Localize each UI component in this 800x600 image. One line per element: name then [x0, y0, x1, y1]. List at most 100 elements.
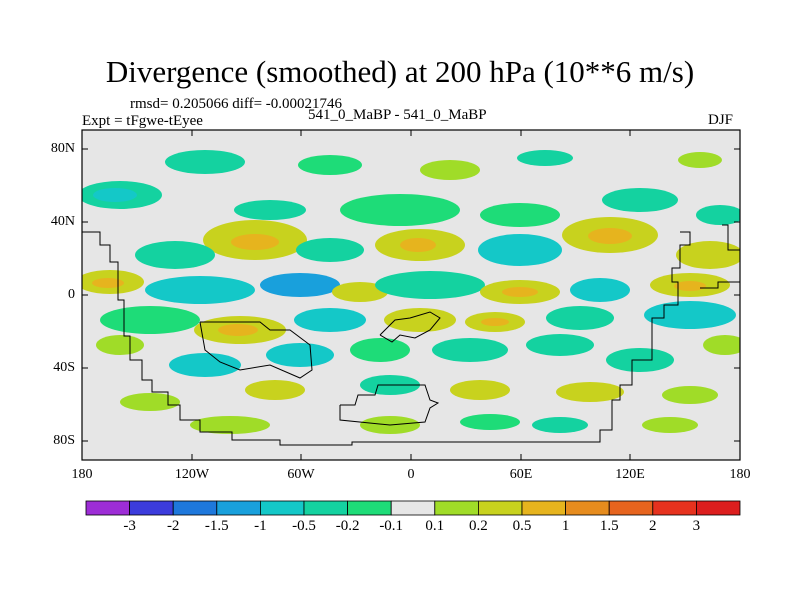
field-blob: [96, 335, 144, 355]
field-blob: [676, 241, 740, 269]
coastline: [722, 224, 740, 251]
field-blob: [432, 338, 508, 362]
x-tick-label: 120E: [615, 467, 645, 482]
field-blob: [340, 194, 460, 226]
field-blob: [502, 287, 538, 297]
x-tick-label: 60W: [287, 467, 315, 482]
case-label: 541_0_MaBP - 541_0_MaBP: [308, 107, 487, 123]
y-tick-label: 40S: [53, 360, 75, 375]
field-blob: [662, 386, 718, 404]
field-blob: [100, 306, 200, 334]
colorbar-swatch: [652, 500, 697, 516]
field-blob: [298, 155, 362, 175]
colorbar-swatch: [303, 500, 348, 516]
field-blob: [375, 271, 485, 299]
colorbar-swatch: [129, 500, 174, 516]
field-blob: [570, 278, 630, 302]
colorbar-swatch: [216, 500, 261, 516]
field-blob: [218, 324, 258, 336]
field-blob: [400, 238, 436, 252]
field-blob: [169, 353, 241, 377]
colorbar-label: -0.5: [292, 518, 316, 534]
colorbar-swatch: [347, 500, 392, 516]
field-blob: [350, 338, 410, 362]
colorbar-label: 0.2: [469, 518, 488, 534]
colorbar-swatch: [565, 500, 610, 516]
y-tick-label: 80N: [50, 141, 75, 156]
field-blob: [92, 278, 124, 288]
field-blob: [245, 380, 305, 400]
field-blob: [145, 276, 255, 304]
axis-ticks: [81, 130, 741, 460]
colorbar-label: -0.2: [335, 518, 360, 534]
stats-label: rmsd= 0.205066 diff= -0.00021746: [130, 96, 343, 112]
colorbar-label: 0.5: [512, 518, 532, 534]
field-blob: [266, 343, 334, 367]
field-blob: [135, 241, 215, 269]
colorbar-swatch: [172, 500, 218, 516]
season-label: DJF: [708, 112, 734, 128]
field-blob: [460, 414, 520, 430]
x-tick-label: 180: [71, 467, 93, 482]
colorbar: [85, 500, 741, 516]
colorbar-label: -1.5: [204, 518, 229, 534]
coastline: [82, 231, 691, 446]
colorbar-label: 0.1: [425, 518, 445, 534]
colorbar-swatch: [434, 500, 479, 516]
field-blob: [93, 188, 137, 202]
field-blob: [644, 301, 736, 329]
field-blob: [384, 308, 456, 332]
x-tick-label: 180: [729, 467, 751, 482]
y-tick-label: 80S: [53, 433, 75, 448]
coastline: [700, 281, 740, 289]
coastlines: [82, 224, 740, 446]
colorbar-label: -2: [166, 518, 180, 534]
field-blob: [478, 234, 562, 266]
field-blob: [674, 281, 706, 291]
colorbar-label: 1: [561, 518, 570, 534]
field-blob: [546, 306, 614, 330]
x-tick-label: 120W: [174, 467, 210, 482]
experiment-label: Expt = tFgwe-tEyee: [82, 113, 203, 129]
field-blob: [703, 335, 740, 355]
colorbar-label: 1.5: [599, 518, 619, 534]
colorbar-swatch: [608, 500, 654, 516]
field-blob: [556, 382, 624, 402]
field-blob: [526, 334, 594, 356]
colorbar-label: -3: [123, 518, 136, 534]
x-tick-label: 60E: [509, 467, 533, 482]
y-tick-label: 0: [68, 287, 75, 302]
colorbar-label: 2: [649, 518, 657, 534]
field-blob: [480, 203, 560, 227]
y-tick-label: 40N: [50, 214, 75, 229]
coastline: [339, 384, 440, 426]
field-blob: [190, 416, 270, 434]
colorbar-label: 3: [692, 518, 701, 534]
field-blob: [517, 150, 573, 166]
field-blob: [165, 150, 245, 174]
field-blob: [696, 205, 740, 225]
field-blob: [588, 228, 632, 244]
field-blob: [532, 417, 588, 433]
coastline: [379, 311, 441, 343]
field-blob: [481, 318, 509, 326]
field-blob: [234, 200, 306, 220]
coastline: [199, 321, 313, 379]
field-blob: [678, 152, 722, 168]
x-tick-label: 0: [407, 467, 415, 482]
field-blob: [602, 188, 678, 212]
colorbar-swatch: [390, 500, 436, 516]
plot-title: Divergence (smoothed) at 200 hPa (10**6 …: [105, 54, 695, 89]
field-blob: [260, 273, 340, 297]
colorbar-label: -1: [254, 518, 267, 534]
field-blob: [294, 308, 366, 332]
field-blob: [450, 380, 510, 400]
colorbar-swatch: [521, 500, 566, 516]
colorbar-swatch: [259, 500, 305, 516]
divergence-field: [82, 150, 740, 434]
colorbar-swatch: [85, 500, 130, 516]
field-blob: [332, 282, 388, 302]
colorbar-swatch: [696, 500, 741, 516]
field-blob: [642, 417, 698, 433]
